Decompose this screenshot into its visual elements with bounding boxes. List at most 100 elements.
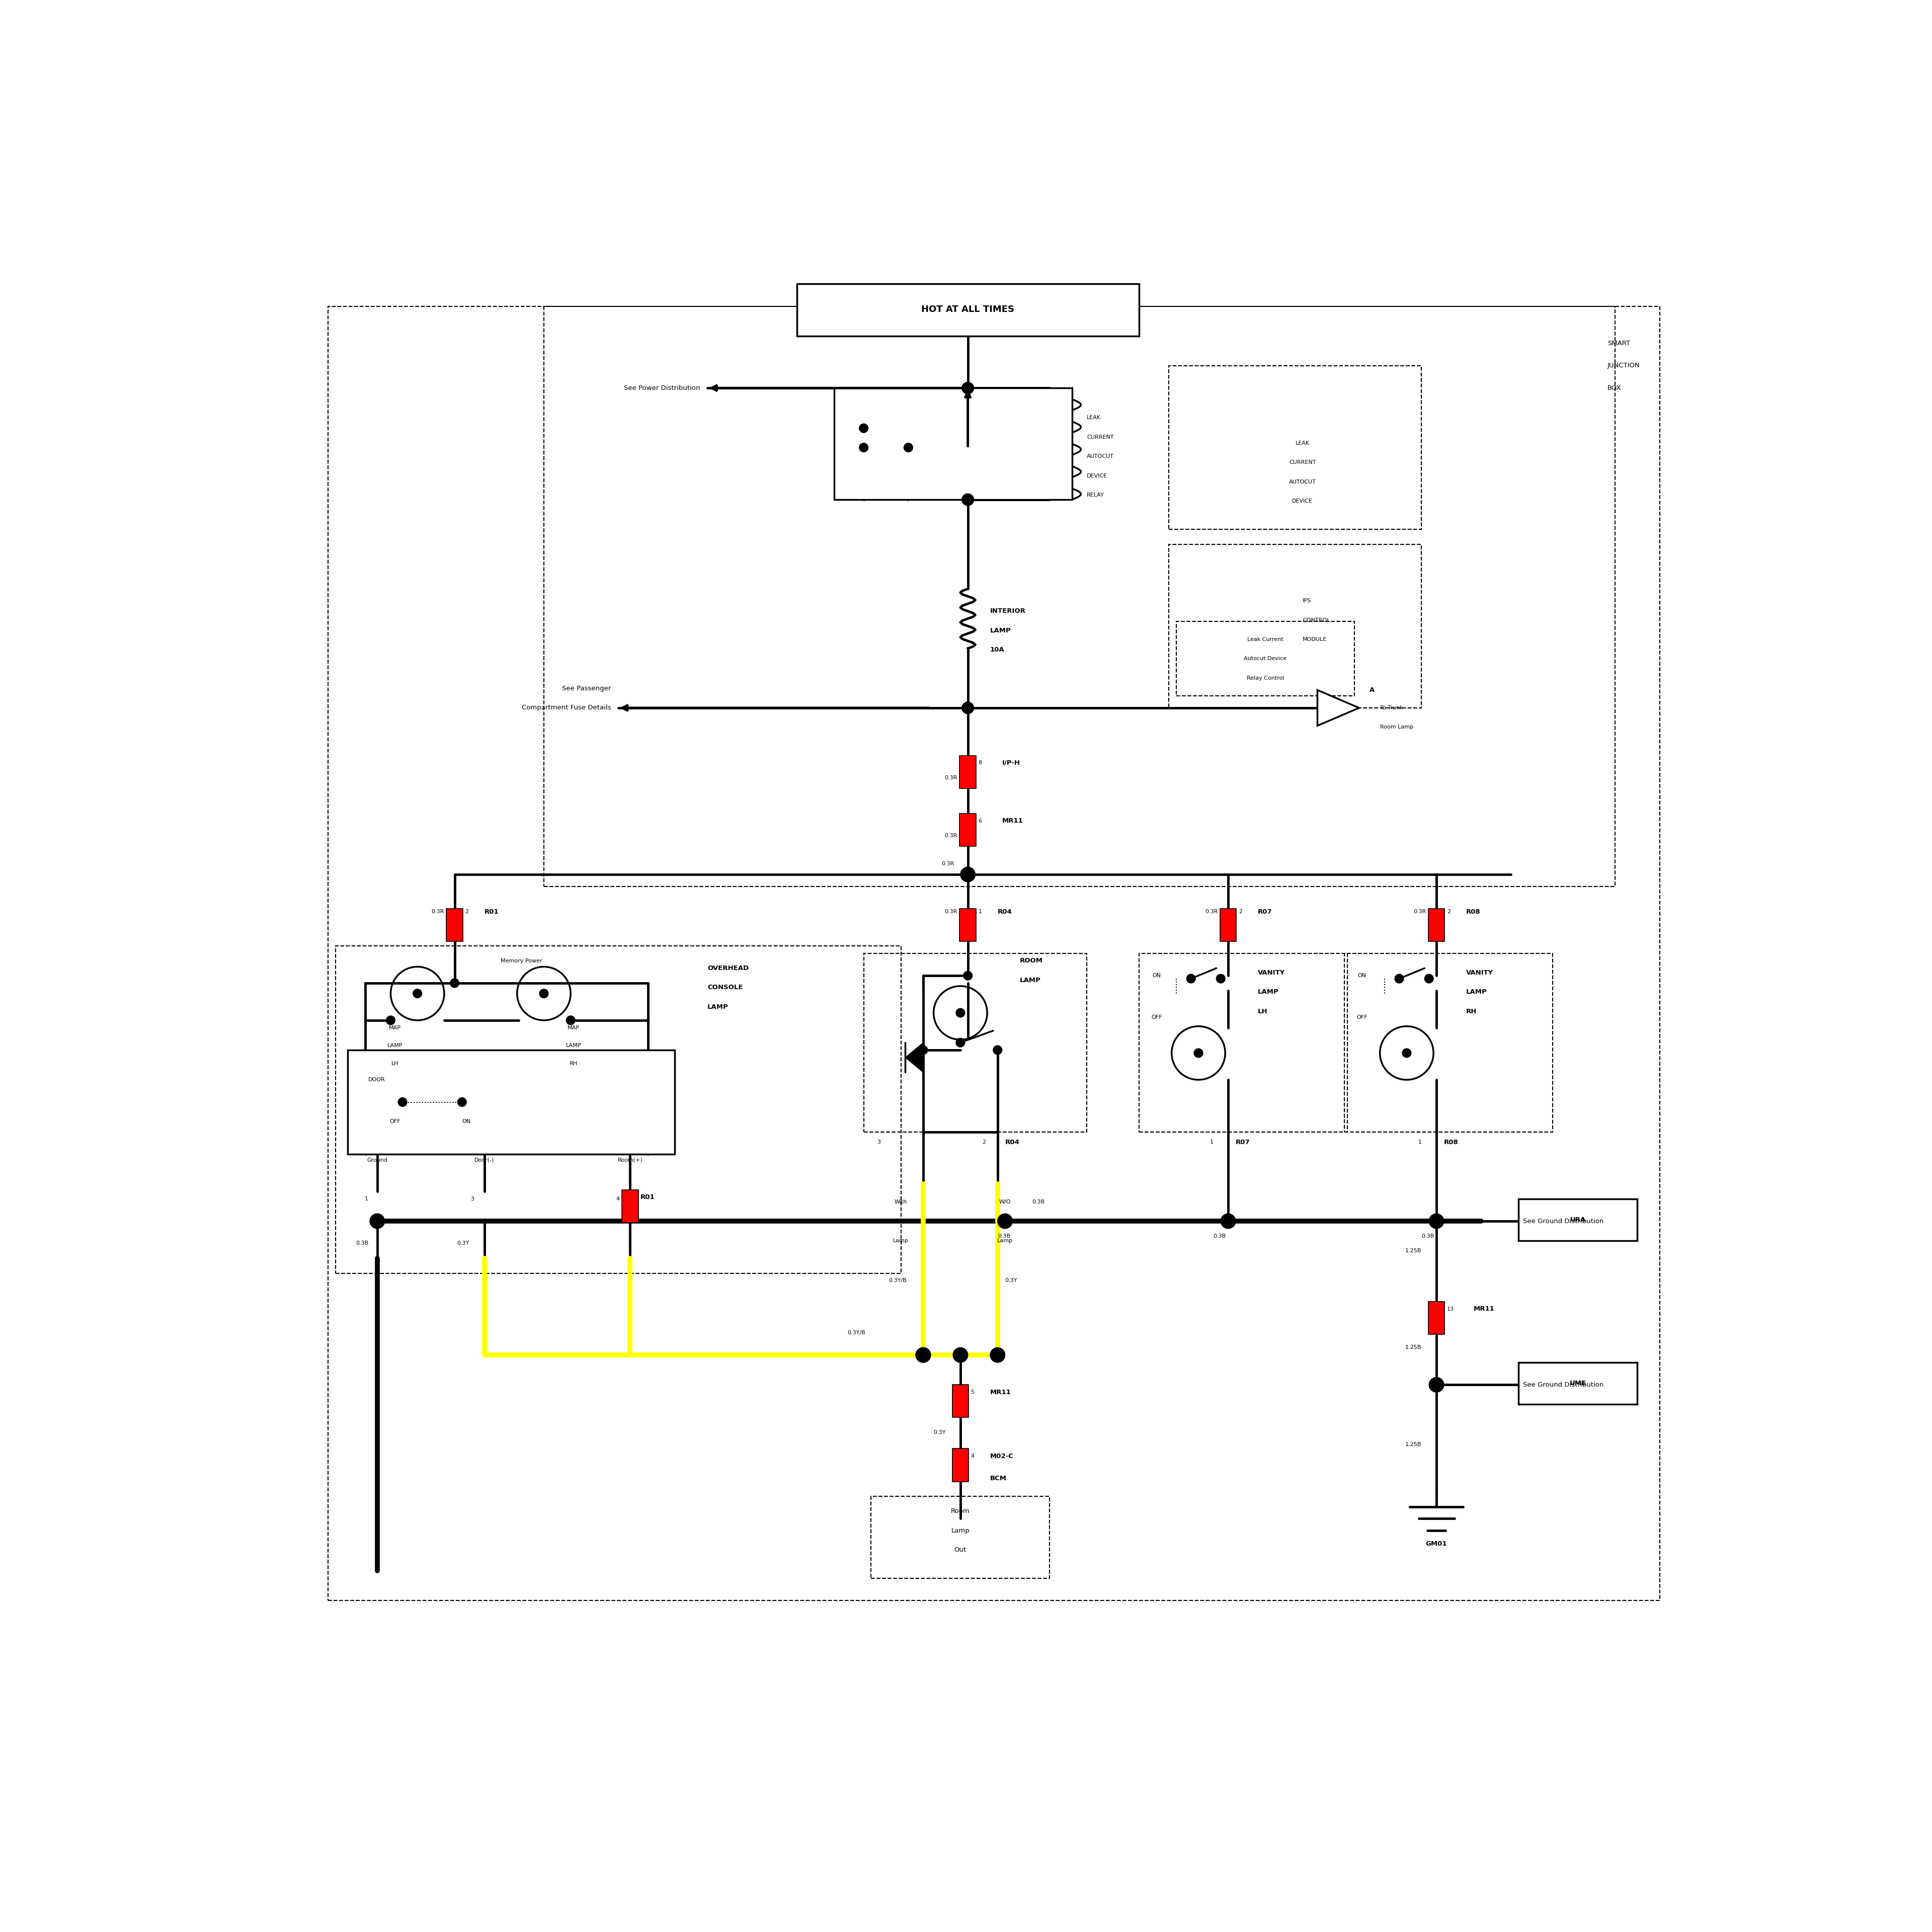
Text: Autocut Device: Autocut Device [1244,657,1287,661]
Text: UME: UME [1569,1379,1586,1387]
Circle shape [964,972,972,980]
Circle shape [956,1009,964,1018]
Text: 1.25B: 1.25B [1405,1441,1422,1447]
Text: 0.3R: 0.3R [945,910,958,914]
Text: 0.3Y: 0.3Y [1005,1279,1018,1283]
Circle shape [993,1045,1003,1055]
Text: LEAK: LEAK [1296,440,1310,446]
Circle shape [1221,1213,1236,1229]
Text: 0.3R: 0.3R [431,910,444,914]
Text: 5: 5 [970,1389,974,1395]
Bar [328,307,1660,1600]
Text: 2: 2 [981,1140,985,1146]
Text: BCM: BCM [989,1476,1007,1482]
Circle shape [997,1213,1012,1229]
Text: 13: 13 [1447,1306,1455,1312]
Text: 3: 3 [877,1140,881,1146]
Bar [796,284,1138,336]
Circle shape [952,1349,968,1362]
Bar [1428,908,1445,941]
Circle shape [989,1349,1005,1362]
Text: 6: 6 [978,819,981,823]
Bar [1345,952,1553,1132]
Text: See Ground Distribution: See Ground Distribution [1522,1381,1604,1387]
Circle shape [1430,1213,1443,1229]
Circle shape [956,1037,964,1047]
Text: 1.25B: 1.25B [1405,1345,1422,1350]
Text: With: With [895,1200,908,1204]
Text: Ground: Ground [367,1157,388,1163]
Text: MODULE: MODULE [1302,638,1327,641]
Text: 1.25B: 1.25B [1405,1248,1422,1254]
Text: GM01: GM01 [1426,1540,1447,1548]
Circle shape [920,1045,927,1055]
Text: R04: R04 [1005,1140,1020,1146]
Text: R07: R07 [1258,908,1273,916]
Bar [446,908,464,941]
Bar [952,1449,968,1482]
Text: 2: 2 [1238,910,1242,914]
Text: JUNCTION: JUNCTION [1607,363,1640,369]
Circle shape [386,1016,394,1024]
Text: See Power Distribution: See Power Distribution [624,384,699,392]
Circle shape [860,423,867,433]
Bar [960,755,976,788]
Text: OFF: OFF [1151,1014,1163,1020]
Text: HOT AT ALL TIMES: HOT AT ALL TIMES [922,305,1014,313]
Text: Lamp: Lamp [893,1238,908,1242]
Text: MAP: MAP [568,1026,580,1030]
Circle shape [916,1349,931,1362]
Text: 1: 1 [978,910,981,914]
Bar [1138,952,1347,1132]
Text: To Trunk: To Trunk [1379,705,1403,711]
Text: LEAK: LEAK [1088,415,1101,421]
Text: OVERHEAD: OVERHEAD [707,964,750,972]
Text: LH: LH [1258,1009,1267,1014]
Text: R01: R01 [485,908,498,916]
Circle shape [458,1097,466,1107]
Text: LAMP: LAMP [388,1043,402,1047]
Text: 1: 1 [1209,1140,1213,1146]
Circle shape [916,1349,931,1362]
Text: 0.3B: 0.3B [1032,1200,1045,1204]
Text: 0.3Y: 0.3Y [458,1240,469,1246]
Text: 0.3R: 0.3R [945,775,958,781]
Bar [835,388,1072,500]
Text: 10A: 10A [989,647,1005,653]
Text: Room: Room [951,1509,970,1515]
Text: RELAY: RELAY [1088,493,1105,498]
Text: Map: Map [895,1219,906,1223]
Text: OFF: OFF [1356,1014,1368,1020]
Bar [871,1495,1049,1578]
Text: VANITY: VANITY [1258,970,1285,976]
Circle shape [369,1213,384,1229]
Text: MAP: MAP [388,1026,402,1030]
Circle shape [1395,974,1405,983]
Bar [1519,1362,1636,1405]
Text: R08: R08 [1443,1140,1459,1146]
Text: See Passenger: See Passenger [562,686,611,692]
Text: ON: ON [462,1119,471,1124]
Text: LAMP: LAMP [989,628,1010,634]
Bar [960,908,976,941]
Text: Room Lamp: Room Lamp [1379,725,1412,730]
Circle shape [1194,1049,1204,1057]
Text: 1: 1 [365,1196,369,1202]
Bar [1428,1302,1445,1335]
Text: MR11: MR11 [989,1389,1010,1395]
Bar [1519,1198,1636,1240]
Text: 0.3R: 0.3R [945,833,958,838]
Bar [960,813,976,846]
Text: INTERIOR: INTERIOR [989,609,1026,614]
Text: A: A [1370,686,1376,694]
Text: CURRENT: CURRENT [1289,460,1316,466]
Bar [864,952,1088,1132]
Text: 0.3Y: 0.3Y [933,1430,945,1435]
Circle shape [566,1016,576,1024]
Text: Door(-): Door(-) [475,1157,495,1163]
Text: VANITY: VANITY [1466,970,1493,976]
Bar [952,1385,968,1418]
Text: DEVICE: DEVICE [1293,498,1314,504]
Circle shape [962,383,974,394]
Text: LAMP: LAMP [1466,989,1488,995]
